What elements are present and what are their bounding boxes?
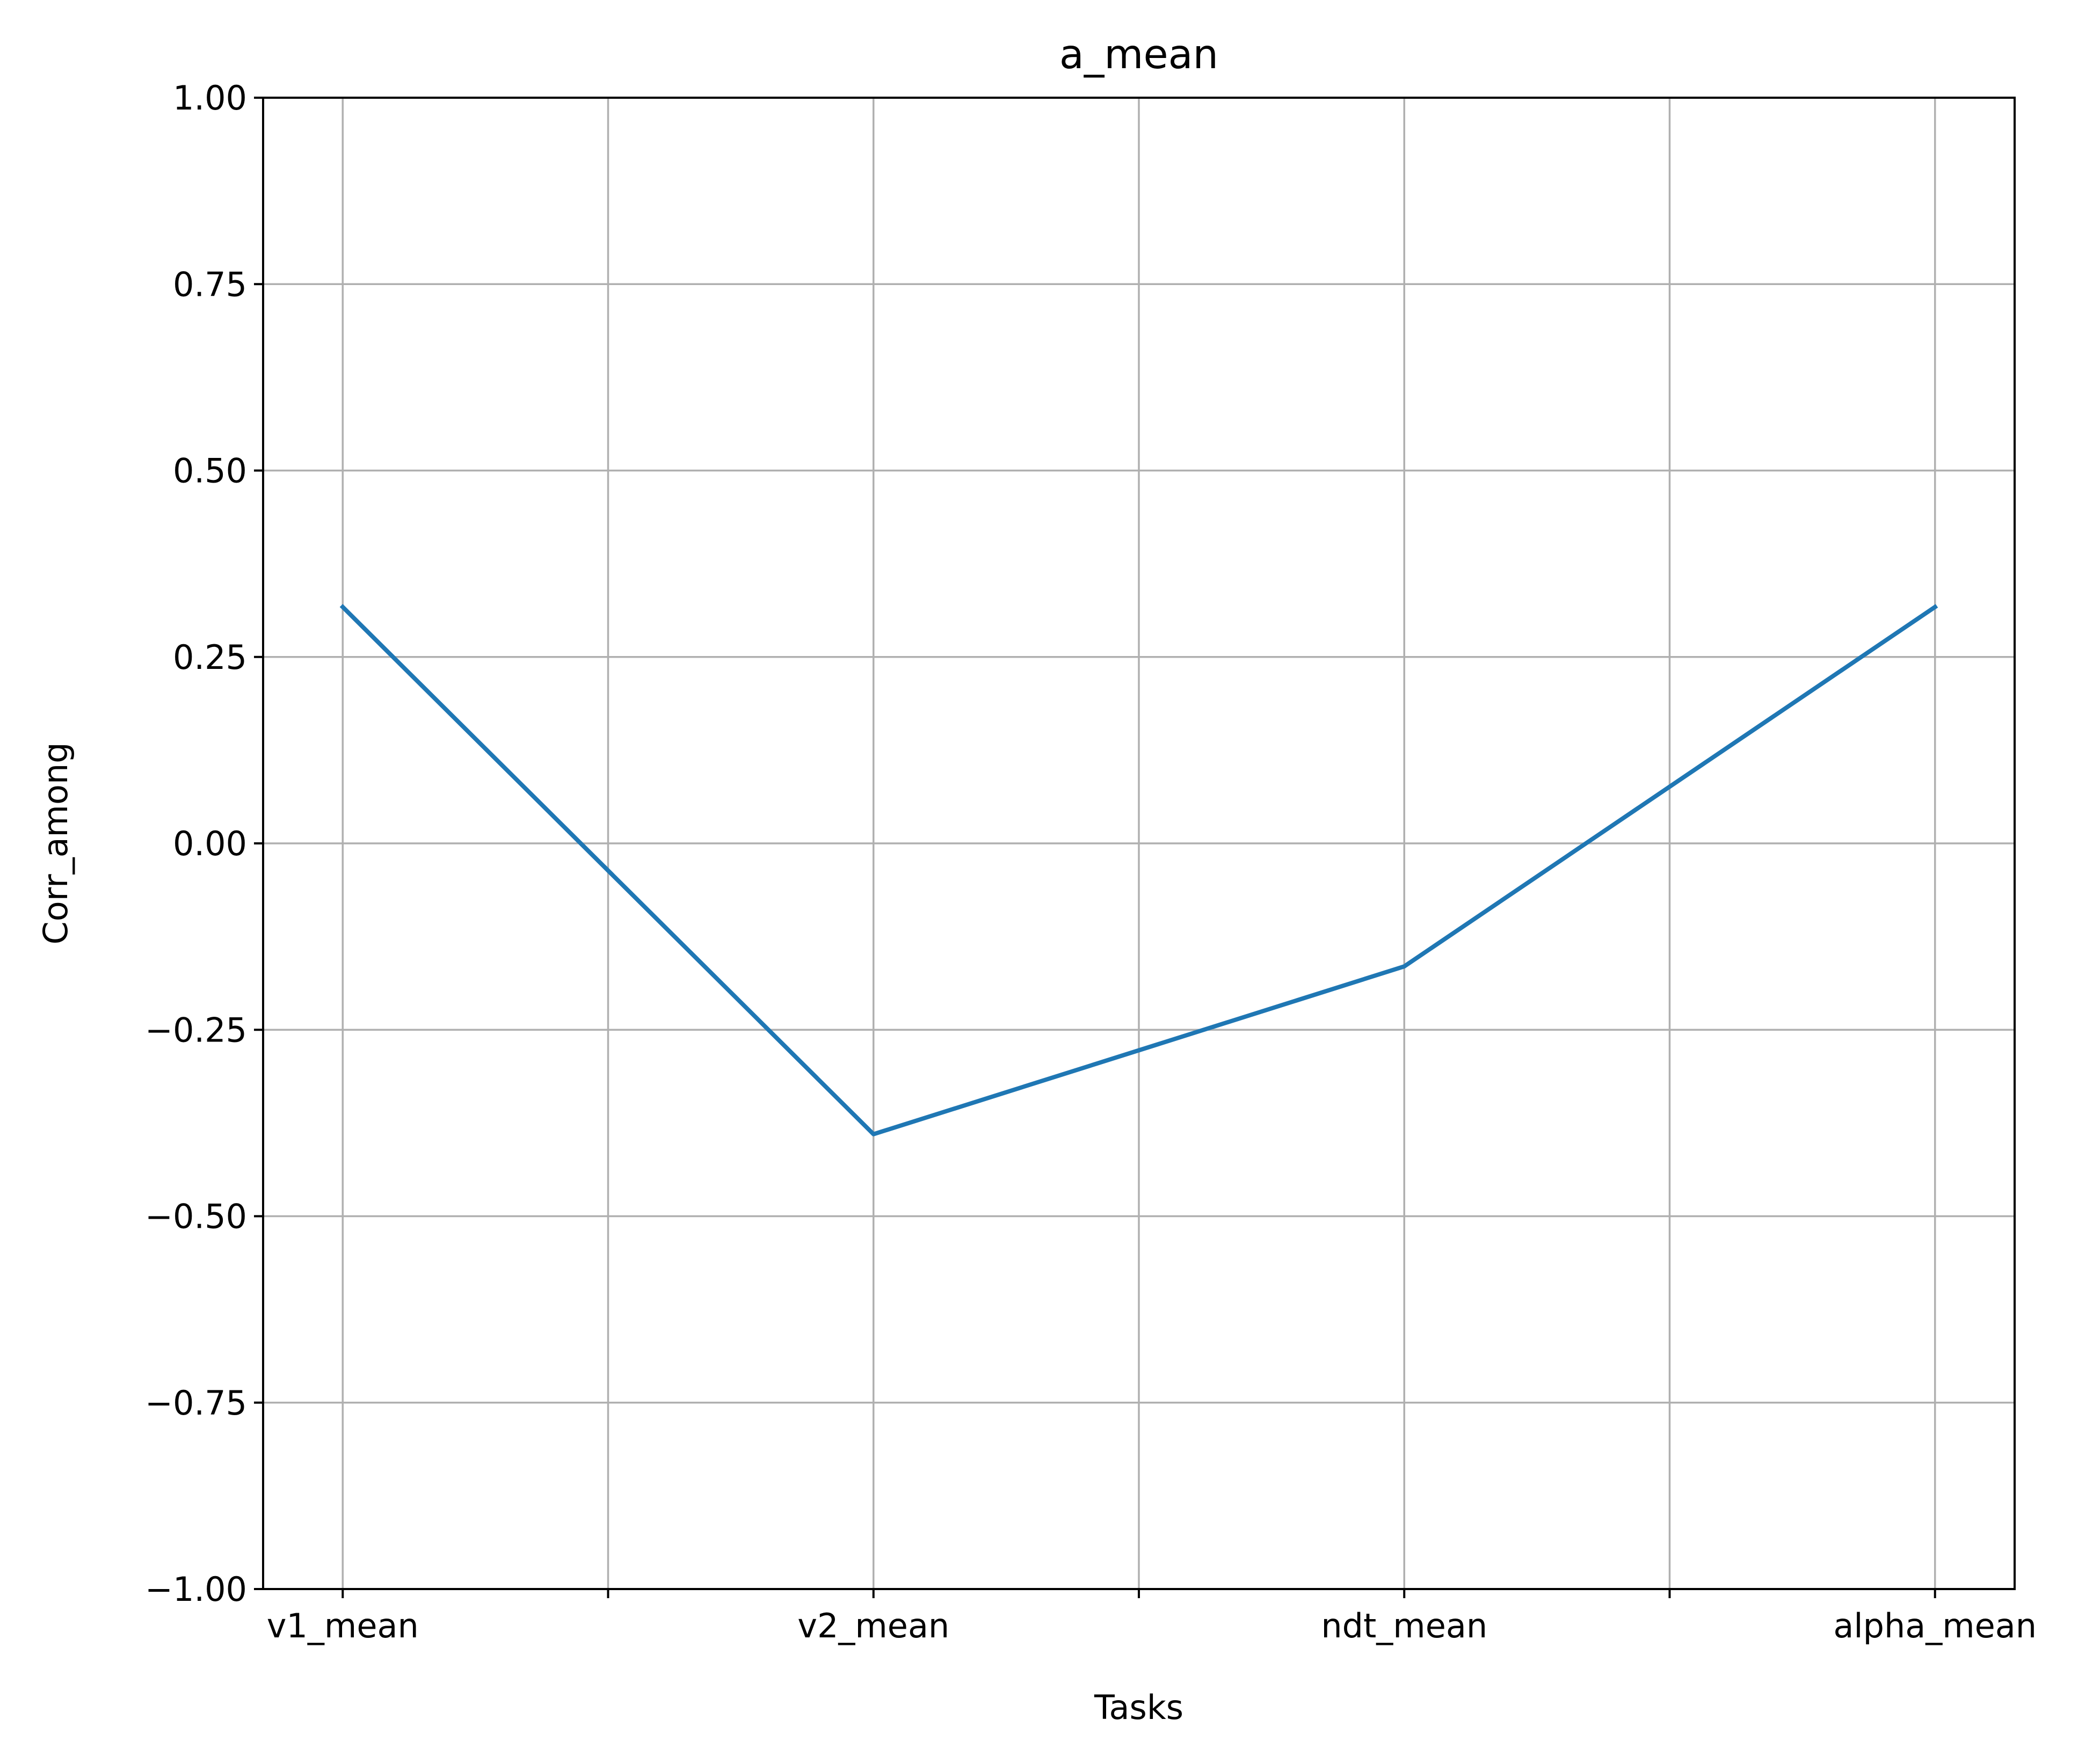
- x-tick-label: v2_mean: [797, 1606, 949, 1645]
- y-tick-label: −0.75: [145, 1383, 247, 1423]
- y-tick-label: 0.50: [173, 451, 247, 491]
- grid-lines: [263, 97, 2015, 1590]
- y-tick-label: −1.00: [145, 1570, 247, 1609]
- x-tick-label: v1_mean: [267, 1606, 419, 1645]
- x-axis: v1_mean v2_mean ndt_mean alpha_mean: [267, 1589, 2037, 1645]
- x-tick-label: ndt_mean: [1321, 1606, 1487, 1645]
- y-tick-label: 0.25: [173, 638, 247, 677]
- x-tick-label: alpha_mean: [1833, 1606, 2037, 1645]
- y-tick-label: −0.25: [145, 1010, 247, 1050]
- series-layer: [339, 604, 1938, 1136]
- chart-title: a_mean: [1059, 31, 1218, 78]
- y-tick-label: 0.75: [173, 265, 247, 304]
- y-tick-label: 1.00: [173, 78, 247, 118]
- x-axis-title: Tasks: [1094, 1688, 1183, 1727]
- y-tick-label: 0.00: [173, 824, 247, 863]
- y-tick-label: −0.50: [145, 1197, 247, 1236]
- y-axis-title: Corr_among: [36, 742, 75, 944]
- series-line: [339, 604, 1938, 1136]
- y-axis: −1.00 −0.75 −0.50 −0.25 0.00 0.25 0.50 0.75 1.00: [145, 78, 263, 1609]
